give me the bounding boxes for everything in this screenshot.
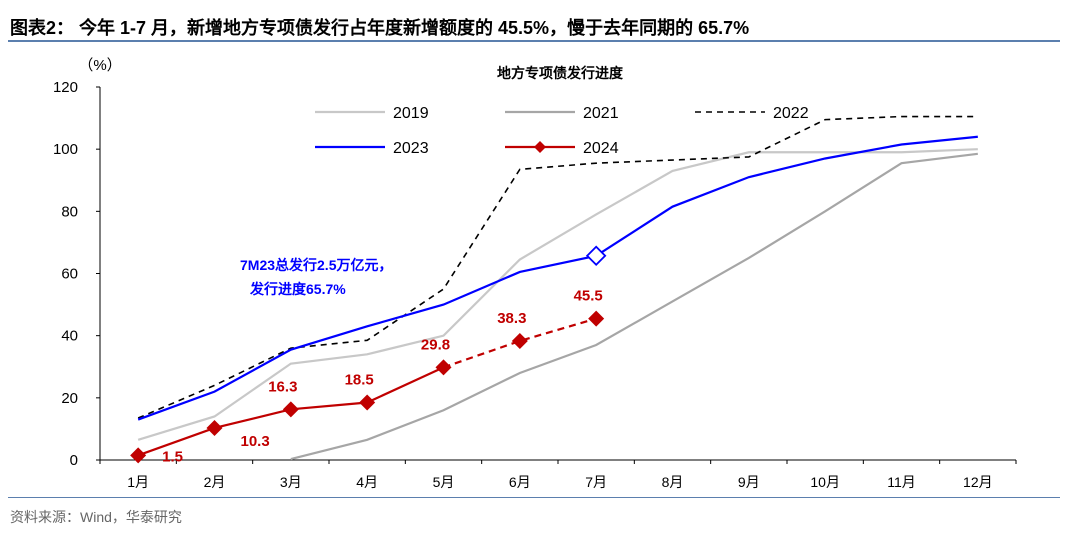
series-2024-data-label: 10.3 xyxy=(241,433,270,450)
x-tick-label: 6月 xyxy=(509,474,531,490)
legend-label-2021: 2021 xyxy=(583,105,619,122)
series-2024-marker xyxy=(282,401,299,418)
series-2024-data-label: 18.5 xyxy=(345,371,374,388)
annotation-line-2: 发行进度65.7% xyxy=(249,281,346,297)
y-tick-label: 0 xyxy=(70,452,78,469)
footer-divider xyxy=(8,497,1060,498)
series-2024-data-label: 29.8 xyxy=(421,336,450,353)
series-2019-line xyxy=(137,148,978,441)
series-2024-marker xyxy=(206,419,223,436)
x-tick-label: 4月 xyxy=(356,474,378,490)
x-tick-label: 7月 xyxy=(585,474,607,490)
series-2023-line xyxy=(137,135,978,421)
x-tick-label: 9月 xyxy=(738,474,760,490)
chart-title: 地方专项债发行进度 xyxy=(497,65,624,81)
x-tick-label: 5月 xyxy=(433,474,455,490)
x-tick-label: 11月 xyxy=(887,474,916,490)
x-tick-label: 8月 xyxy=(662,474,684,490)
x-tick-label: 1月 xyxy=(127,474,149,490)
x-tick-label: 12月 xyxy=(963,474,993,490)
x-tick-label: 2月 xyxy=(204,474,226,490)
legend-marker-2024 xyxy=(534,141,546,153)
y-axis-label: （%） xyxy=(78,57,121,74)
x-tick-label: 3月 xyxy=(280,474,302,490)
legend-label-2019: 2019 xyxy=(393,105,429,122)
y-tick-label: 20 xyxy=(61,390,78,407)
y-tick-label: 60 xyxy=(61,266,78,283)
x-tick-label: 10月 xyxy=(810,474,840,490)
series-2024-data-label: 1.5 xyxy=(162,448,183,465)
series-2024-data-label: 38.3 xyxy=(497,310,526,327)
series-2024-line-dashed xyxy=(443,317,597,369)
y-tick-label: 120 xyxy=(53,79,78,96)
line-chart: 地方专项债发行进度 （%） 7M23总发行2.5万亿元， 发行进度65.7% 0… xyxy=(53,57,1017,490)
series-2024-marker xyxy=(359,394,376,411)
legend-label-2023: 2023 xyxy=(393,140,429,157)
y-tick-label: 80 xyxy=(61,203,78,220)
title-divider xyxy=(8,40,1060,42)
series-2022-line xyxy=(137,115,978,419)
y-tick-label: 40 xyxy=(61,328,78,345)
series-2024-marker xyxy=(588,310,605,327)
figure-title: 图表2： 今年 1-7 月，新增地方专项债发行占年度新增额度的 45.5%，慢于… xyxy=(10,18,750,38)
series-2024-data-label: 45.5 xyxy=(574,288,603,305)
annotation-line-1: 7M23总发行2.5万亿元， xyxy=(240,257,392,273)
series-2021-line xyxy=(290,152,978,461)
series-2024-marker xyxy=(130,447,147,464)
series-2024-marker xyxy=(511,332,528,349)
series-2024-data-label: 16.3 xyxy=(268,378,297,395)
y-tick-label: 100 xyxy=(53,141,78,158)
source-note: 资料来源：Wind，华泰研究 xyxy=(10,509,182,525)
series-2024-marker xyxy=(435,359,452,376)
legend-label-2022: 2022 xyxy=(773,105,809,122)
legend-label-2024: 2024 xyxy=(583,140,619,157)
series-2023-highlight-marker xyxy=(585,245,607,267)
